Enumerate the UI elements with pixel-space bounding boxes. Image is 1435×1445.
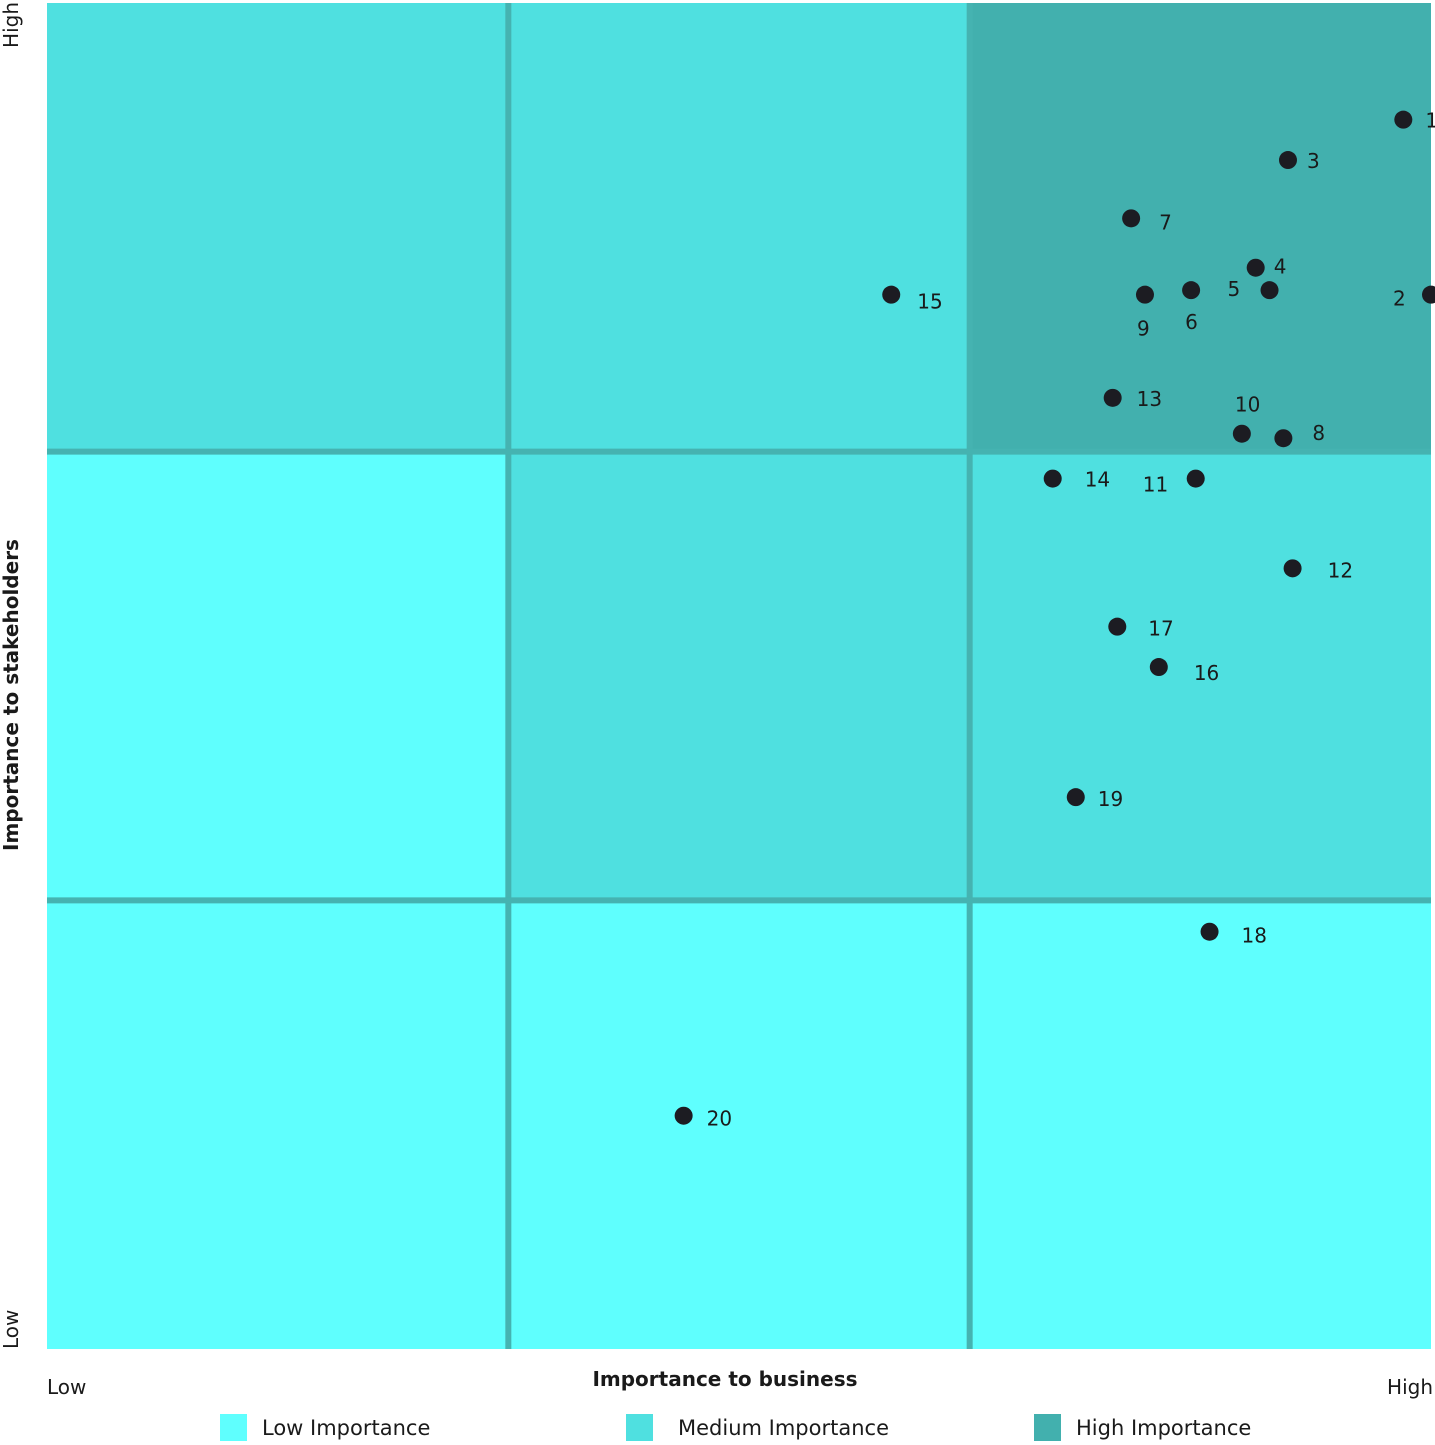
x-axis-title: Importance to business [592,1367,857,1391]
point-label-9: 9 [1137,317,1150,341]
y-tick-high: High [0,2,23,48]
point-label-4: 4 [1274,255,1287,279]
point-18 [1200,922,1219,941]
point-9 [1135,285,1154,304]
legend-label-high: High Importance [1076,1415,1252,1440]
point-11 [1186,469,1205,488]
legend-swatch-low [220,1414,247,1441]
y-axis-title: Importance to stakeholders [0,539,23,851]
point-label-1: 1 [1425,109,1435,133]
zone-low-r1c0 [47,451,509,901]
x-tick-low: Low [47,1375,86,1399]
y-tick-low: Low [0,1310,23,1349]
legend-swatch-medium [626,1414,653,1441]
point-6 [1182,281,1201,300]
zone-medium-r1c1 [508,451,970,901]
zone-low-r0c1 [508,900,970,1349]
legend-label-low: Low Importance [262,1415,431,1440]
point-3 [1278,151,1297,170]
point-label-18: 18 [1242,924,1267,948]
point-8 [1274,429,1293,448]
zones-layer [47,3,1431,1349]
legend-item-low: Low Importance [220,1414,430,1441]
zone-low-r0c2 [969,900,1431,1349]
point-label-3: 3 [1307,149,1320,173]
point-label-12: 12 [1328,558,1353,582]
point-10 [1232,424,1251,443]
point-label-13: 13 [1137,387,1162,411]
point-7 [1122,209,1141,228]
point-label-6: 6 [1185,310,1198,334]
legend-item-medium: Medium Importance [626,1414,889,1441]
point-label-5: 5 [1228,277,1241,301]
zone-medium-r1c2 [969,451,1431,901]
point-2 [1422,285,1435,304]
point-1 [1394,110,1413,129]
point-19 [1066,788,1085,807]
x-tick-high: High [1387,1375,1433,1399]
point-label-15: 15 [917,290,942,314]
legend: Low Importance Medium Importance High Im… [0,1414,1435,1444]
zone-medium-r2c1 [508,3,970,452]
point-label-19: 19 [1098,787,1123,811]
point-label-16: 16 [1194,661,1219,685]
point-20 [674,1106,693,1125]
point-label-8: 8 [1312,421,1325,445]
point-label-2: 2 [1393,287,1406,311]
point-5 [1260,281,1279,300]
point-15 [882,285,901,304]
point-4 [1246,258,1265,277]
point-label-20: 20 [707,1107,732,1131]
legend-label-medium: Medium Importance [678,1415,889,1440]
point-16 [1149,658,1168,677]
legend-item-high: High Importance [1034,1414,1251,1441]
legend-swatch-high [1034,1414,1061,1441]
point-label-17: 17 [1148,617,1173,641]
zone-high-r2c2 [969,3,1431,452]
point-13 [1103,388,1122,407]
point-label-7: 7 [1159,210,1172,234]
point-label-14: 14 [1085,468,1110,492]
grid-lines [47,3,1431,1349]
point-12 [1283,559,1302,578]
zone-medium-r2c0 [47,3,509,452]
point-14 [1043,469,1062,488]
point-17 [1108,617,1127,636]
zone-low-r0c0 [47,900,509,1349]
point-label-10: 10 [1235,393,1260,417]
point-label-11: 11 [1143,473,1168,497]
